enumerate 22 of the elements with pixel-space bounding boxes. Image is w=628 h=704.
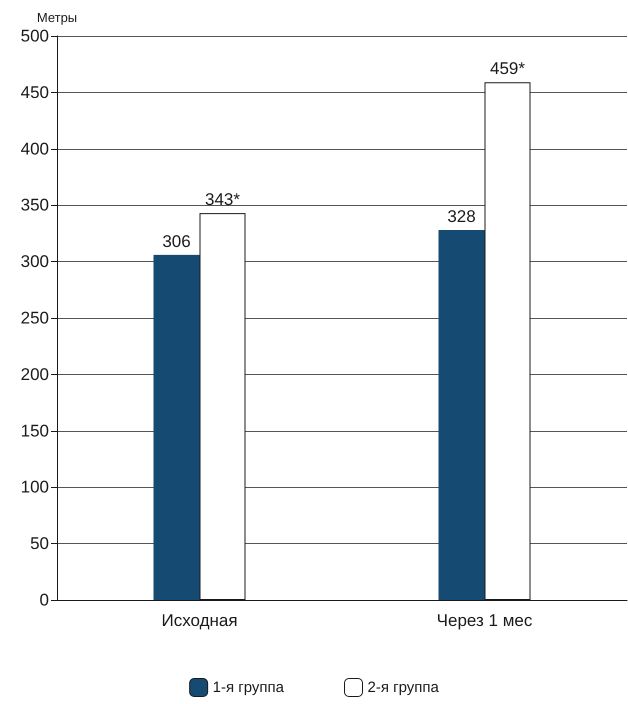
data-label: 343* xyxy=(205,190,240,210)
y-axis-title: Метры xyxy=(36,10,78,25)
y-tick-label: 350 xyxy=(20,196,49,215)
data-label: 306 xyxy=(162,232,191,251)
y-tick-label: 200 xyxy=(20,364,49,384)
y-tick-label: 250 xyxy=(20,308,49,328)
y-tick-label: 100 xyxy=(20,478,49,497)
y-tick-label: 0 xyxy=(40,590,49,610)
y-tick-label: 500 xyxy=(20,26,49,46)
y-tick-label: 450 xyxy=(20,82,49,102)
y-tick-label: 150 xyxy=(20,421,49,440)
legend-label: 1-я группа xyxy=(212,679,285,696)
bar xyxy=(438,230,484,600)
x-tick-label: Исходная xyxy=(161,611,238,630)
data-label: 459* xyxy=(490,59,526,78)
y-tick-label: 300 xyxy=(20,252,49,272)
legend-label: 2-я группа xyxy=(368,679,440,696)
data-label: 328 xyxy=(447,207,476,226)
y-tick-label: 50 xyxy=(30,534,49,554)
y-tick-label: 400 xyxy=(20,139,49,158)
bar xyxy=(154,254,200,600)
x-tick-label: Через 1 мес xyxy=(436,611,533,630)
